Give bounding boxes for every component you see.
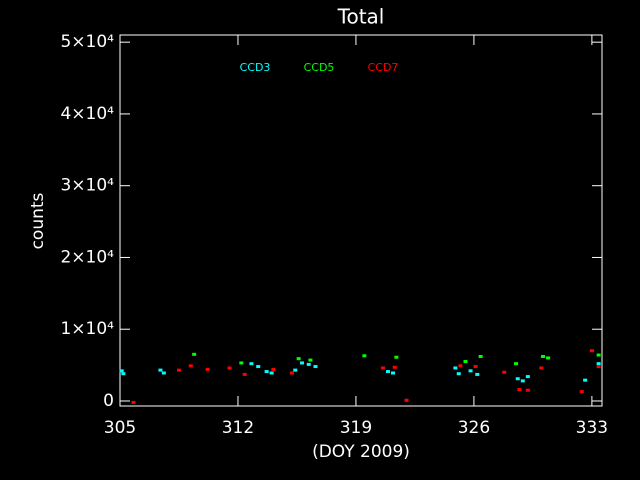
y-tick-label: 1×10⁴: [60, 319, 114, 339]
data-point: [391, 371, 396, 375]
data-point: [119, 369, 124, 373]
data-point: [249, 362, 254, 366]
data-point: [478, 354, 483, 358]
y-tick-label: 2×10⁴: [60, 247, 114, 267]
data-point: [121, 372, 126, 376]
data-point: [596, 365, 601, 369]
data-point: [271, 367, 276, 371]
y-tick-label: 4×10⁴: [60, 104, 114, 124]
x-tick-label: 305: [104, 418, 136, 438]
data-point: [362, 354, 367, 358]
data-point: [264, 370, 269, 374]
data-point: [520, 379, 525, 383]
data-point: [227, 366, 232, 370]
data-point: [525, 388, 530, 392]
legend-entry: CCD7: [368, 61, 399, 74]
data-point: [192, 352, 197, 356]
data-point: [188, 364, 193, 368]
data-point: [463, 360, 468, 364]
data-point: [546, 356, 551, 360]
data-point: [308, 358, 313, 362]
data-point: [579, 390, 584, 394]
plot-frame: [119, 34, 603, 407]
legend-entry: CCD5: [304, 61, 335, 74]
x-tick-label: 312: [222, 418, 254, 438]
data-point: [293, 368, 298, 372]
data-point: [583, 378, 588, 382]
data-point: [161, 371, 166, 375]
x-tick-label: 319: [340, 418, 372, 438]
chart-title: Total: [337, 5, 385, 29]
data-point: [541, 354, 546, 358]
data-point: [239, 361, 244, 365]
data-point: [475, 372, 480, 376]
data-point: [539, 366, 544, 370]
data-point: [205, 367, 210, 371]
data-point: [269, 371, 274, 375]
data-point: [176, 368, 181, 372]
data-point: [392, 365, 397, 369]
data-point: [380, 366, 385, 370]
y-tick-label: 5×10⁴: [60, 32, 114, 52]
data-point: [385, 370, 390, 374]
data-point: [589, 349, 594, 353]
data-point: [289, 371, 294, 375]
data-point: [596, 353, 601, 357]
data-point: [300, 361, 305, 365]
y-tick-label: 0: [103, 391, 114, 411]
x-tick-label: 326: [458, 418, 490, 438]
data-point: [158, 368, 163, 372]
data-point: [453, 366, 458, 370]
data-point: [404, 398, 409, 402]
data-point: [525, 375, 530, 379]
data-point: [394, 355, 399, 359]
x-axis-label: (DOY 2009): [312, 442, 410, 462]
data-point: [468, 369, 473, 373]
data-point: [296, 357, 301, 361]
legend-entry: CCD3: [240, 61, 271, 74]
data-point: [313, 365, 318, 369]
data-point: [458, 364, 463, 368]
data-point: [517, 387, 522, 391]
data-point: [306, 362, 311, 366]
y-tick-label: 3×10⁴: [60, 176, 114, 196]
data-point: [515, 377, 520, 381]
data-point: [473, 365, 478, 369]
x-tick-label: 333: [576, 418, 608, 438]
data-point: [502, 370, 507, 374]
data-point: [131, 400, 136, 404]
data-point: [256, 365, 261, 369]
data-point: [242, 372, 247, 376]
data-point: [514, 362, 519, 366]
data-point: [596, 362, 601, 366]
data-point: [456, 372, 461, 376]
y-axis-label: counts: [28, 192, 48, 249]
